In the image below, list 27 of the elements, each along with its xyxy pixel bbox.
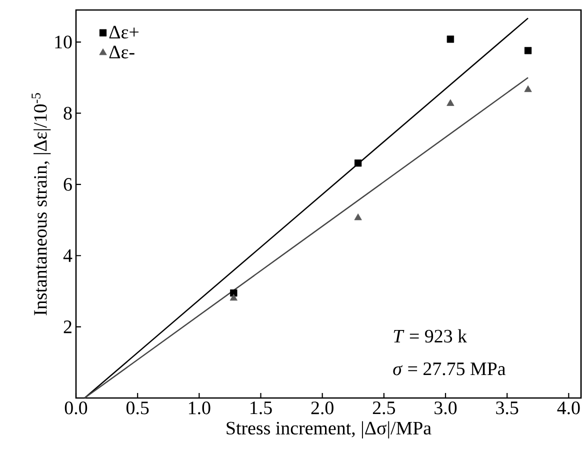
legend-label: Δε+ [109,26,138,39]
x-tick-label: 4.0 [557,402,580,414]
point [446,36,454,43]
point [230,294,238,301]
y-tick-label: 2 [64,320,72,334]
x-tick-label: 0.0 [64,402,88,414]
point [524,46,532,54]
annotation: σ = 27.75 MPa [393,362,506,376]
point [524,85,532,92]
x-tick-label: 2.5 [372,402,396,414]
point [354,159,362,167]
point [446,99,454,106]
y-tick-label: 10 [55,36,72,48]
x-tick-label: 0.5 [126,402,149,414]
x-tick-label: 1.5 [250,402,272,414]
x-tick-label: 2.0 [311,402,334,414]
point [354,213,362,220]
y-tick-label: 8 [64,106,72,120]
y-tick-label: 6 [64,178,72,191]
y-axis-title: Instantaneous strain, |Δε|/10$^{-5}$ [32,93,51,316]
annotation: T = 923 k [394,329,467,343]
x-tick-label: 1.0 [188,402,210,414]
y-tick-label: 4 [63,249,72,262]
x-axis-title: Stress increment, |Δσ|/MPa [226,421,432,438]
legend-label: Δε- [109,46,134,58]
x-tick-label: 3.5 [496,402,518,414]
x-tick-label: 3.0 [434,402,457,414]
